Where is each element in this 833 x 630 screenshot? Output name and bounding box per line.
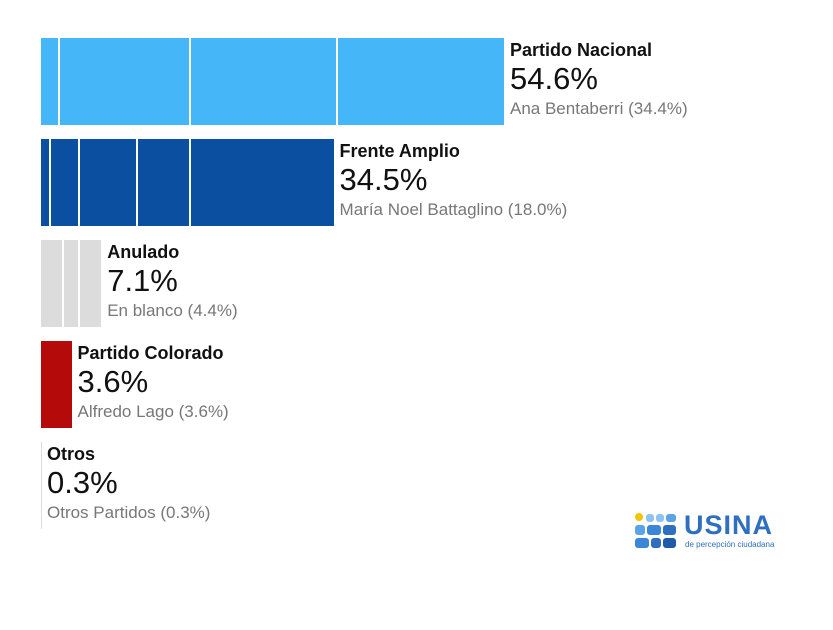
bar-segment-divider <box>62 240 65 327</box>
bar-segment-divider <box>189 38 192 125</box>
bar-labels-partido-nacional: Partido Nacional 54.6% Ana Bentaberri (34.… <box>510 38 688 120</box>
value-label: 3.6% <box>77 364 149 399</box>
bar-segment-divider <box>78 139 81 226</box>
bar-segment-divider <box>135 139 138 226</box>
usina-brand-text: USINA <box>684 510 774 540</box>
usina-logo: USINA de percepción ciudadana <box>634 510 794 554</box>
bar-anulado <box>41 240 102 327</box>
sub-label: María Noel Battaglino (18.0%) <box>339 200 568 219</box>
bar-labels-frente-amplio: Frente Amplio 34.5% María Noel Battaglino … <box>340 139 568 221</box>
bar-labels-otros: Otros 0.3% Otros Partidos (0.3%) <box>47 442 210 524</box>
value-label: 54.6% <box>510 61 598 96</box>
sub-label: Otros Partidos (0.3%) <box>47 503 211 522</box>
bar-segment-divider <box>189 139 192 226</box>
sub-label: Ana Bentaberri (34.4%) <box>510 99 688 118</box>
category-label: Partido Colorado <box>77 343 224 363</box>
category-label: Partido Nacional <box>510 40 653 60</box>
bar-labels-anulado: Anulado 7.1% En blanco (4.4%) <box>107 240 237 322</box>
value-label: 0.3% <box>47 465 118 500</box>
bar-segment-divider <box>335 38 338 125</box>
sub-label: Alfredo Lago (3.6%) <box>77 402 229 421</box>
category-label: Anulado <box>107 242 180 262</box>
bar-partido-colorado <box>41 341 72 428</box>
category-label: Otros <box>47 444 96 464</box>
sub-label: En blanco (4.4%) <box>107 301 238 320</box>
bar-segment-divider <box>57 38 60 125</box>
bar-partido-nacional <box>41 38 504 125</box>
usina-tagline: de percepción ciudadana <box>685 540 775 549</box>
bar-labels-partido-colorado: Partido Colorado 3.6% Alfredo Lago (3.6%) <box>78 341 229 423</box>
bar-segment-divider <box>78 240 81 327</box>
category-label: Frente Amplio <box>339 141 460 161</box>
bar-frente-amplio <box>41 139 334 226</box>
bar-segment-divider <box>49 139 52 226</box>
usina-dots-icon <box>635 513 676 548</box>
bar-otros <box>41 442 42 529</box>
value-label: 34.5% <box>339 162 428 197</box>
value-label: 7.1% <box>107 263 178 298</box>
